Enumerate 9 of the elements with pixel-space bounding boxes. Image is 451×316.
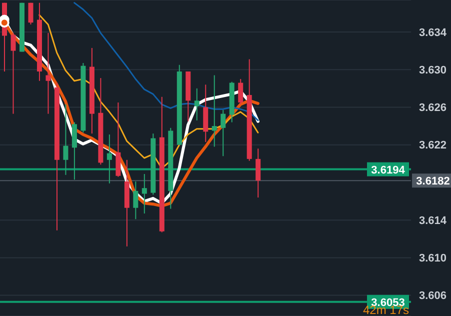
y-tick-label: 3.630 — [419, 64, 447, 76]
y-tick-label: 3.626 — [419, 102, 447, 114]
y-tick-label: 3.634 — [419, 26, 448, 39]
y-tick-label: 3.610 — [419, 252, 447, 265]
y-tick-label: 3.614 — [419, 214, 448, 227]
y-tick-label: 3.622 — [419, 140, 447, 152]
ref-line-label: 3.6194 — [371, 164, 406, 176]
y-tick-label: 3.606 — [419, 290, 447, 302]
ref-line-label: 3.6182 — [416, 176, 450, 188]
